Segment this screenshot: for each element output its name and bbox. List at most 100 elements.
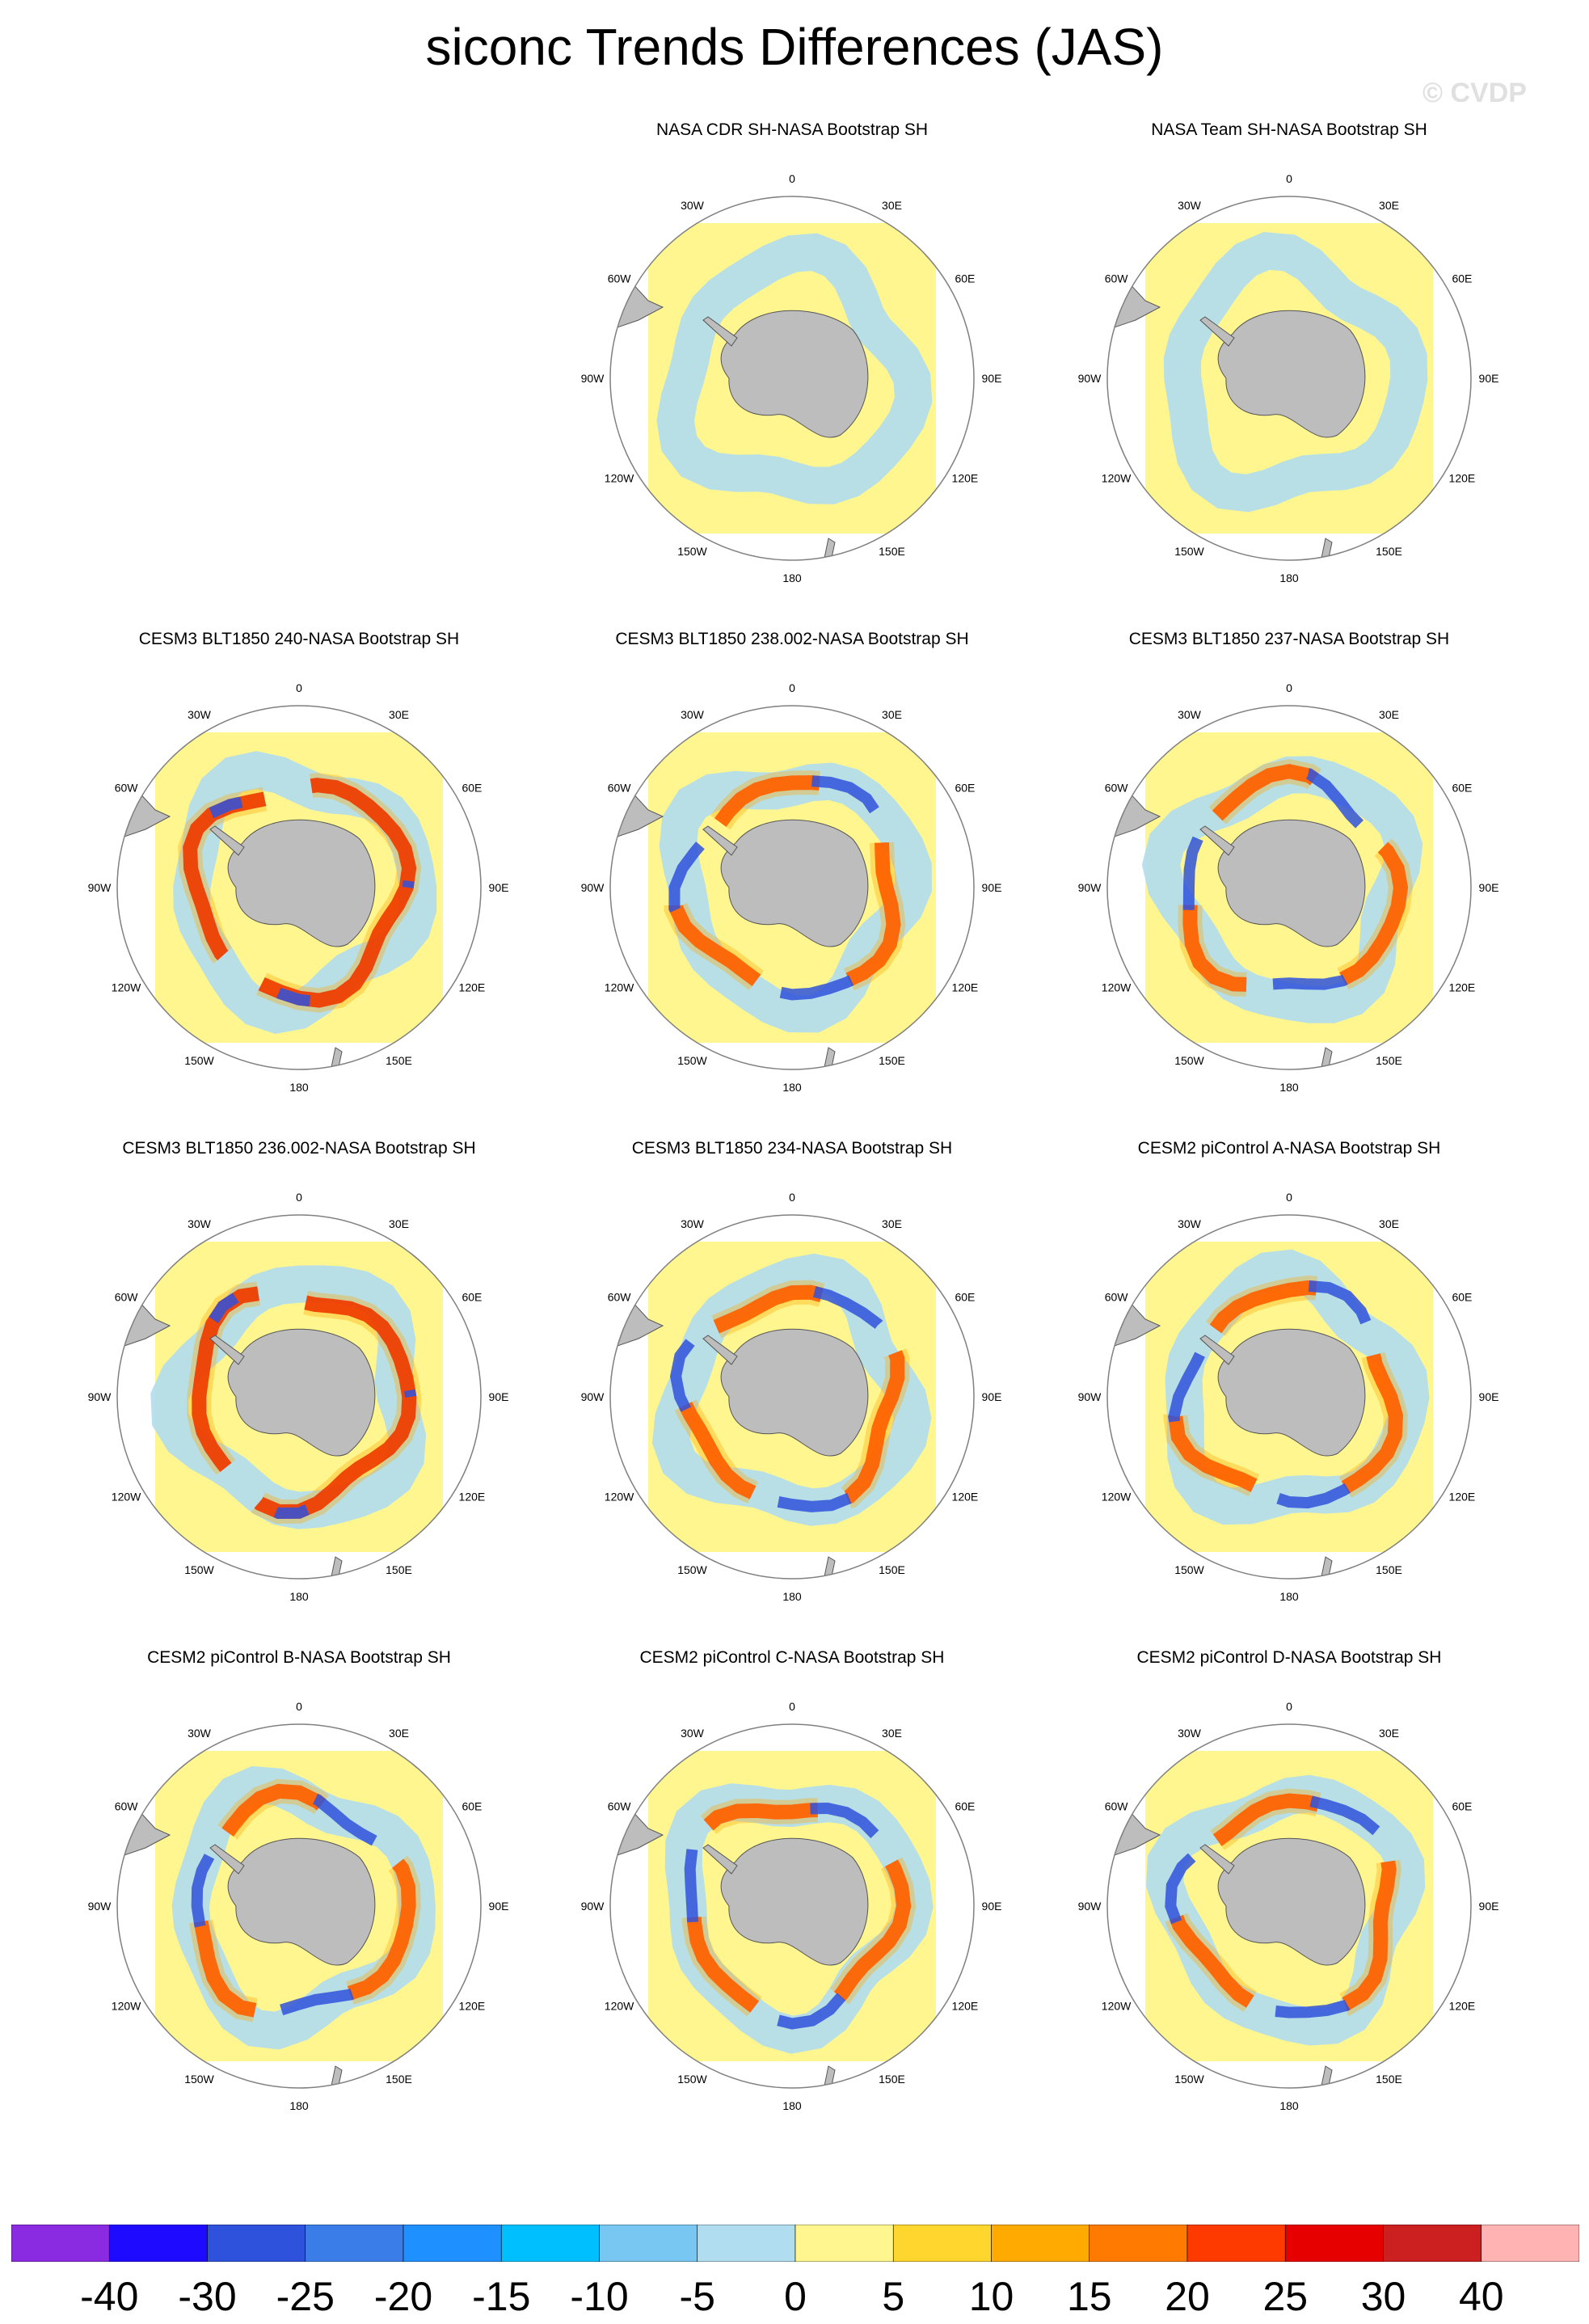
panel-title: CESM2 piControl D-NASA Bootstrap SH <box>1136 1648 1442 1667</box>
longitude-label: 120E <box>459 1491 486 1504</box>
colorbar-tick-label: 10 <box>968 2274 1014 2319</box>
longitude-label: 60W <box>1105 782 1129 795</box>
longitude-label: 120W <box>1102 1491 1132 1504</box>
map-boundary-circle <box>116 705 482 1070</box>
longitude-label: 120W <box>605 1491 634 1504</box>
longitude-label: 180 <box>289 2099 309 2112</box>
longitude-label: 120E <box>952 981 979 994</box>
new-zealand-landmass <box>822 1047 836 1069</box>
longitude-label: 60W <box>608 1800 632 1813</box>
colorbar-swatch <box>108 2224 208 2263</box>
longitude-label: 90W <box>1078 372 1102 385</box>
map-boundary-circle <box>1106 196 1472 561</box>
ice-trend-band <box>150 1265 427 1529</box>
polar-map: 0 30E 60E 90E 120E 150E 180 150W 120W 90W 60W 30W <box>581 681 1002 1094</box>
longitude-label: 30E <box>389 1727 409 1740</box>
antarctica-landmass <box>720 310 869 438</box>
antarctic-peninsula <box>209 1844 245 1875</box>
longitude-label: 150W <box>184 2073 214 2086</box>
longitude-label: 90E <box>982 1900 1002 1913</box>
longitude-label: 120W <box>605 2000 634 2013</box>
longitude-label: 120E <box>952 1491 979 1504</box>
longitude-label: 90W <box>88 1900 112 1913</box>
longitude-label: 30W <box>1178 1217 1202 1230</box>
longitude-label: 60E <box>462 782 482 795</box>
antarctica-landmass <box>227 819 376 947</box>
map-panel: NASA CDR SH-NASA Bootstrap SH 0 30E 60E 90E 1… <box>566 120 1018 621</box>
positive-trend-halo <box>679 1797 917 2035</box>
colorbar-swatch <box>1284 2224 1384 2263</box>
new-zealand-landmass <box>1319 538 1333 560</box>
colorbar-tick-label: -40 <box>80 2274 139 2319</box>
new-zealand-landmass <box>822 2065 836 2088</box>
longitude-label: 60E <box>462 1800 482 1813</box>
new-zealand-landmass <box>329 1556 343 1579</box>
tasmania-landmass <box>906 525 919 538</box>
antarctica-landmass <box>1217 1837 1366 1966</box>
ice-trend-band <box>656 233 933 504</box>
negative-trend-band <box>668 775 901 1001</box>
longitude-label: 90W <box>88 1390 112 1403</box>
tasmania-landmass <box>906 1035 919 1048</box>
longitude-label: 150W <box>1174 545 1204 558</box>
longitude-label: 90W <box>1078 1390 1102 1403</box>
longitude-label: 180 <box>289 1081 309 1094</box>
new-zealand-landmass <box>329 1047 343 1069</box>
panel-title: NASA CDR SH-NASA Bootstrap SH <box>655 120 929 139</box>
longitude-label: 120W <box>1102 981 1132 994</box>
antarctic-peninsula <box>1199 825 1235 856</box>
negative-trend-band <box>1168 1280 1403 1509</box>
longitude-label: 90E <box>489 1390 509 1403</box>
longitude-label: 90E <box>1479 372 1499 385</box>
longitude-label: 150W <box>677 1563 707 1576</box>
colorbar-swatch <box>794 2224 894 2263</box>
panel-title: CESM3 BLT1850 238.002-NASA Bootstrap SH <box>615 630 969 648</box>
polar-map: 0 30E 60E 90E 120E 150E 180 150W 120W 90W 60W 30W <box>1078 681 1499 1094</box>
map-panel: CESM2 piControl A-NASA Bootstrap SH 0 30E 6… <box>1063 1138 1515 1639</box>
longitude-label: 120E <box>459 981 486 994</box>
polar-map: 0 30E 60E 90E 120E 150E 180 150W 120W 90W 60W 30W <box>1078 1191 1499 1603</box>
longitude-label: 30E <box>389 1217 409 1230</box>
longitude-label: 60W <box>608 272 632 285</box>
tasmania-landmass <box>413 2053 426 2066</box>
longitude-label: 120E <box>459 2000 486 2013</box>
panel-title: CESM3 BLT1850 234-NASA Bootstrap SH <box>631 1139 953 1158</box>
longitude-label: 60E <box>1452 1800 1472 1813</box>
longitude-label: 60W <box>1105 1291 1129 1304</box>
longitude-label: 0 <box>789 172 795 185</box>
longitude-label: 30W <box>188 1217 212 1230</box>
panel-title: CESM3 BLT1850 237-NASA Bootstrap SH <box>1128 630 1450 648</box>
map-boundary-circle <box>609 1214 975 1580</box>
longitude-label: 150E <box>386 2073 412 2086</box>
longitude-label: 120E <box>1449 1491 1476 1504</box>
new-zealand-landmass <box>1319 1047 1333 1069</box>
longitude-label: 90E <box>982 1390 1002 1403</box>
longitude-label: 150W <box>1174 1563 1204 1576</box>
polar-map: 0 30E 60E 90E 120E 150E 180 150W 120W 90W 60W 30W <box>581 1700 1002 2112</box>
colorbar-swatch <box>403 2224 502 2263</box>
tasmania-landmass <box>906 2053 919 2066</box>
longitude-label: 180 <box>782 2099 802 2112</box>
colorbar-tick-label: -30 <box>178 2274 237 2319</box>
longitude-label: 150E <box>1376 1054 1402 1067</box>
longitude-label: 60W <box>1105 1800 1129 1813</box>
colorbar-swatch <box>207 2224 306 2263</box>
new-zealand-landmass <box>822 538 836 560</box>
cvdp-watermark: © CVDP <box>1423 78 1527 108</box>
negative-trend-band <box>191 1783 416 2019</box>
map-boundary-circle <box>1106 1723 1472 2089</box>
tasmania-landmass <box>1403 1544 1416 1557</box>
longitude-label: 120W <box>1102 472 1132 485</box>
map-boundary-circle <box>1106 705 1472 1070</box>
longitude-label: 90E <box>489 881 509 894</box>
longitude-label: 120E <box>1449 472 1476 485</box>
colorbar-swatch <box>11 2224 110 2263</box>
longitude-label: 0 <box>789 1700 795 1713</box>
polar-map: 0 30E 60E 90E 120E 150E 180 150W 120W 90W 60W 30W <box>88 1700 509 2112</box>
longitude-label: 90E <box>982 372 1002 385</box>
longitude-label: 180 <box>1279 2099 1299 2112</box>
longitude-label: 60E <box>955 782 975 795</box>
colorbar-swatch <box>1089 2224 1188 2263</box>
antarctica-landmass <box>227 1837 376 1966</box>
antarctica-landmass <box>1217 819 1366 947</box>
